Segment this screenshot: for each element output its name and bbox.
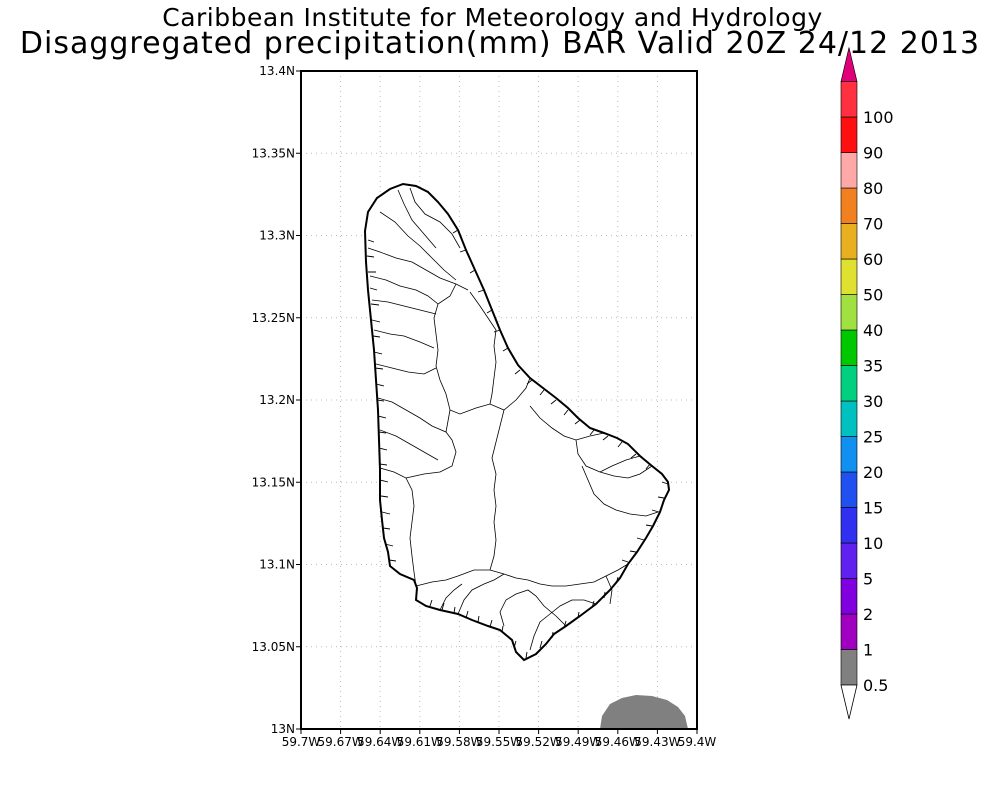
colorbar-label: 70 [863, 215, 883, 234]
x-tick-label: 59.67W [317, 735, 363, 749]
x-tick-label: 59.49W [555, 735, 601, 749]
colorbar-swatch [840, 294, 858, 331]
colorbar-label: 90 [863, 144, 883, 163]
coastal-streams [366, 229, 669, 659]
y-tick-label: 13.35N [252, 146, 295, 160]
x-tick-label: 59.7W [282, 735, 321, 749]
colorbar-swatch [840, 258, 858, 295]
colorbar-label: 10 [863, 534, 883, 553]
y-tick-label: 13.3N [259, 229, 295, 243]
colorbar-label: 20 [863, 463, 883, 482]
colorbar-swatch [840, 365, 858, 402]
colorbar-label: 0.5 [863, 676, 888, 695]
y-tick-label: 13.25N [252, 311, 295, 325]
colorbar-label: 5 [863, 570, 873, 589]
x-tick-label: 59.43W [634, 735, 680, 749]
colorbar-label: 30 [863, 392, 883, 411]
latitude-ticks: 13N 13.05N 13.1N 13.15N 13.2N 13.25N 13.3N 13.3… [252, 64, 301, 736]
chart-title-product: Disaggregated precipitation(mm) BAR Vali… [19, 26, 981, 61]
x-tick-label: 59.4W [678, 735, 717, 749]
x-tick-label: 59.46W [595, 735, 641, 749]
x-tick-label: 59.58W [436, 735, 482, 749]
colorbar-label: 80 [863, 179, 883, 198]
colorbar-swatch [840, 400, 858, 437]
y-tick-label: 13.05N [252, 640, 295, 654]
colorbar-swatch [840, 542, 858, 579]
catchment-boundaries [367, 187, 659, 651]
colorbar-label: 35 [863, 357, 883, 376]
y-tick-label: 13.2N [259, 393, 295, 407]
x-tick-label: 59.64W [357, 735, 403, 749]
colorbar-swatch [840, 223, 858, 260]
colorbar-label: 2 [863, 605, 873, 624]
x-tick-label: 59.52W [515, 735, 561, 749]
colorbar-label: 100 [863, 108, 894, 127]
colorbar-label: 50 [863, 286, 883, 305]
chart-title-institute: Caribbean Institute for Meteorology and … [162, 3, 823, 32]
colorbar-label: 60 [863, 250, 883, 269]
colorbar-label: 25 [863, 428, 883, 447]
colorbar-swatch [840, 649, 858, 686]
colorbar-label: 1 [863, 641, 873, 660]
x-tick-label: 59.61W [397, 735, 443, 749]
colorbar-swatch [840, 436, 858, 473]
colorbar-swatch [840, 81, 858, 118]
y-tick-label: 13.1N [259, 558, 295, 572]
barbados-coastline [363, 182, 671, 662]
colorbar-label: 40 [863, 321, 883, 340]
colorbar-swatch [840, 613, 858, 650]
precipitation-area [600, 695, 688, 729]
x-tick-label: 59.55W [476, 735, 522, 749]
y-tick-label: 13.15N [252, 475, 295, 489]
longitude-ticks: 59.7W59.67W59.64W59.61W59.58W59.55W59.52… [282, 729, 717, 749]
colorbar-swatch [840, 116, 858, 153]
y-tick-label: 13.4N [259, 64, 295, 78]
colorbar-swatch [840, 507, 858, 544]
colorbar-swatch [840, 578, 858, 615]
colorbar-label: 15 [863, 499, 883, 518]
colorbar-top-arrow [840, 47, 858, 82]
colorbar-swatch [840, 471, 858, 508]
colorbar-swatch [840, 152, 858, 189]
y-tick-label: 13N [271, 722, 295, 736]
colorbar-swatch [840, 187, 858, 224]
colorbar-swatch [840, 329, 858, 366]
colorbar-bottom-arrow [840, 684, 858, 720]
